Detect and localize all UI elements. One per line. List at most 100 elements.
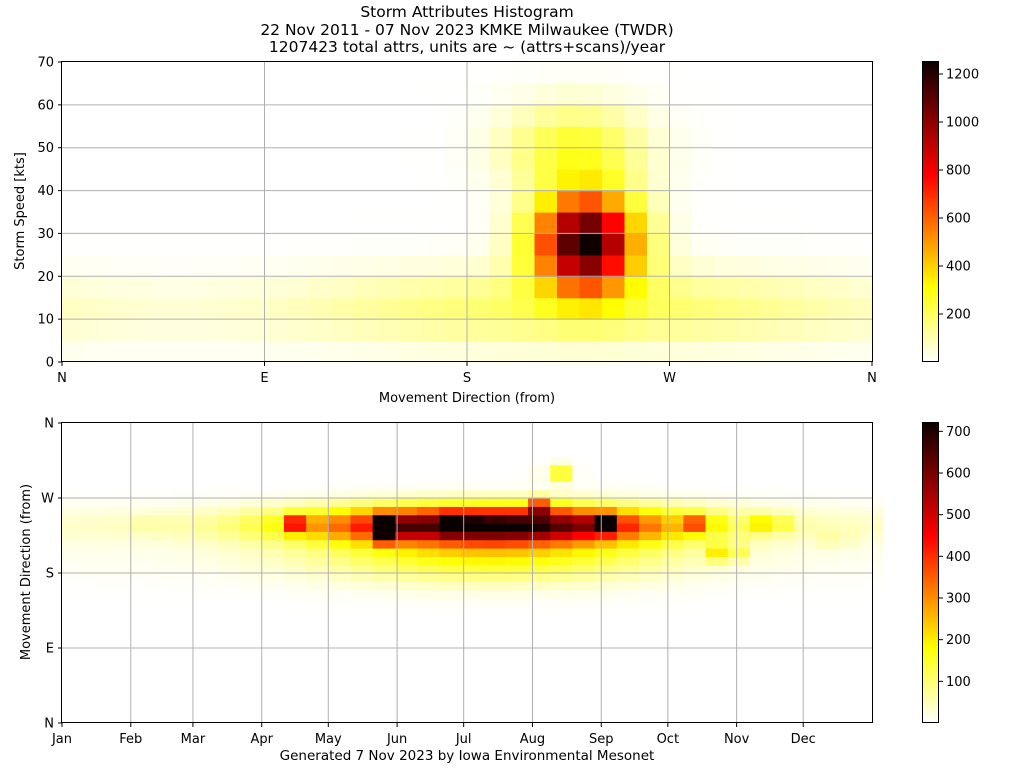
heatmap-cell: [106, 598, 130, 607]
heatmap-cell: [505, 689, 529, 699]
heatmap-cell: [239, 456, 263, 466]
x-tick-label: N: [57, 371, 67, 386]
heatmap-cell: [727, 614, 751, 624]
heatmap-cell: [444, 340, 468, 363]
heatmap-cell: [328, 581, 352, 591]
heatmap-cell: [309, 254, 333, 277]
heatmap-cell: [661, 589, 684, 599]
heatmap-cell: [838, 564, 862, 574]
heatmap-cell: [239, 698, 263, 707]
heatmap-cell: [328, 556, 352, 566]
heatmap-cell: [759, 62, 783, 85]
heatmap-cell: [461, 639, 485, 649]
heatmap-cell: [439, 539, 463, 549]
heatmap-cell: [328, 564, 352, 574]
heatmap-cell: [394, 506, 418, 516]
heatmap-cell: [737, 254, 761, 277]
heatmap-cell: [264, 212, 288, 235]
heatmap-cell: [737, 212, 761, 235]
heatmap-cell: [197, 297, 221, 320]
heatmap-cell: [350, 656, 374, 666]
heatmap-cell: [372, 539, 396, 549]
heatmap-cell: [772, 589, 795, 599]
heatmap-cell: [550, 631, 574, 641]
heatmap-cell: [197, 62, 221, 85]
heatmap-cell: [84, 456, 107, 466]
heatmap-cell: [572, 623, 596, 632]
heatmap-cell: [328, 598, 352, 607]
heatmap-cell: [107, 276, 131, 299]
heatmap-cell: [332, 190, 356, 213]
heatmap-cell: [217, 506, 241, 516]
heatmap-cell: [534, 340, 558, 363]
heatmap-cell: [283, 623, 307, 632]
heatmap-cell: [661, 489, 684, 499]
heatmap-cell: [772, 564, 795, 574]
heatmap-cell: [239, 598, 263, 607]
heatmap-cell: [172, 614, 196, 624]
heatmap-cell: [594, 656, 618, 666]
x-tick-label: Feb: [119, 732, 142, 747]
heatmap-cell: [350, 573, 374, 582]
heatmap-cell: [534, 147, 558, 170]
heatmap-cell: [354, 254, 378, 277]
heatmap-cell: [550, 539, 574, 549]
heatmap-cell: [242, 276, 266, 299]
heatmap-cell: [816, 439, 840, 449]
heatmap-cell: [439, 714, 463, 724]
heatmap-cell: [217, 481, 241, 491]
heatmap-cell: [849, 83, 873, 106]
heatmap-cell: [84, 581, 107, 591]
heatmap-cell: [483, 681, 507, 691]
heatmap-cell: [467, 340, 491, 363]
heatmap-cell: [572, 639, 596, 649]
heatmap-cell: [107, 83, 131, 106]
heatmap-cell: [816, 556, 840, 566]
heatmap-cell: [461, 473, 485, 482]
heatmap-cell: [727, 531, 751, 541]
heatmap-cell: [439, 573, 463, 582]
heatmap-cell: [219, 319, 243, 342]
heatmap-cell: [106, 623, 130, 632]
heatmap-cell: [128, 598, 152, 607]
heatmap-cell: [794, 448, 818, 457]
heatmap-cell: [794, 556, 818, 566]
heatmap-cell: [579, 83, 603, 106]
heatmap-cell: [661, 506, 684, 516]
heatmap-cell: [727, 656, 751, 666]
heatmap-cell: [152, 297, 176, 320]
heatmap-cell: [661, 664, 684, 674]
heatmap-cell: [261, 506, 285, 516]
heatmap-cell: [328, 431, 352, 441]
heatmap-cell: [461, 564, 485, 574]
heatmap-cell: [683, 548, 707, 557]
heatmap-cell: [794, 664, 818, 674]
heatmap-cell: [594, 706, 618, 716]
heatmap-cell: [350, 539, 374, 549]
heatmap-cell: [528, 648, 551, 657]
heatmap-cell: [128, 531, 152, 541]
heatmap-cell: [602, 319, 626, 342]
heatmap-cell: [394, 673, 418, 682]
x-tick-label: Dec: [791, 732, 816, 747]
heatmap-cell: [594, 531, 618, 541]
heatmap-cell: [62, 664, 85, 674]
x-tick-label: N: [867, 371, 877, 386]
heatmap-cell: [332, 62, 356, 85]
heatmap-cell: [150, 681, 174, 691]
heatmap-cell: [467, 276, 491, 299]
heatmap-cell: [62, 83, 86, 106]
heatmap-cell: [150, 598, 174, 607]
heatmap-cell: [377, 319, 401, 342]
heatmap-cell: [461, 673, 485, 682]
heatmap-cell: [150, 498, 174, 507]
heatmap-cell: [350, 456, 374, 466]
heatmap-cell: [439, 431, 463, 441]
heatmap-cell: [737, 297, 761, 320]
heatmap-cell: [106, 606, 130, 616]
heatmap-cell: [794, 581, 818, 591]
heatmap-cell: [129, 62, 153, 85]
heatmap-cell: [794, 689, 818, 699]
heatmap-cell: [594, 714, 618, 724]
heatmap-cell: [579, 212, 603, 235]
